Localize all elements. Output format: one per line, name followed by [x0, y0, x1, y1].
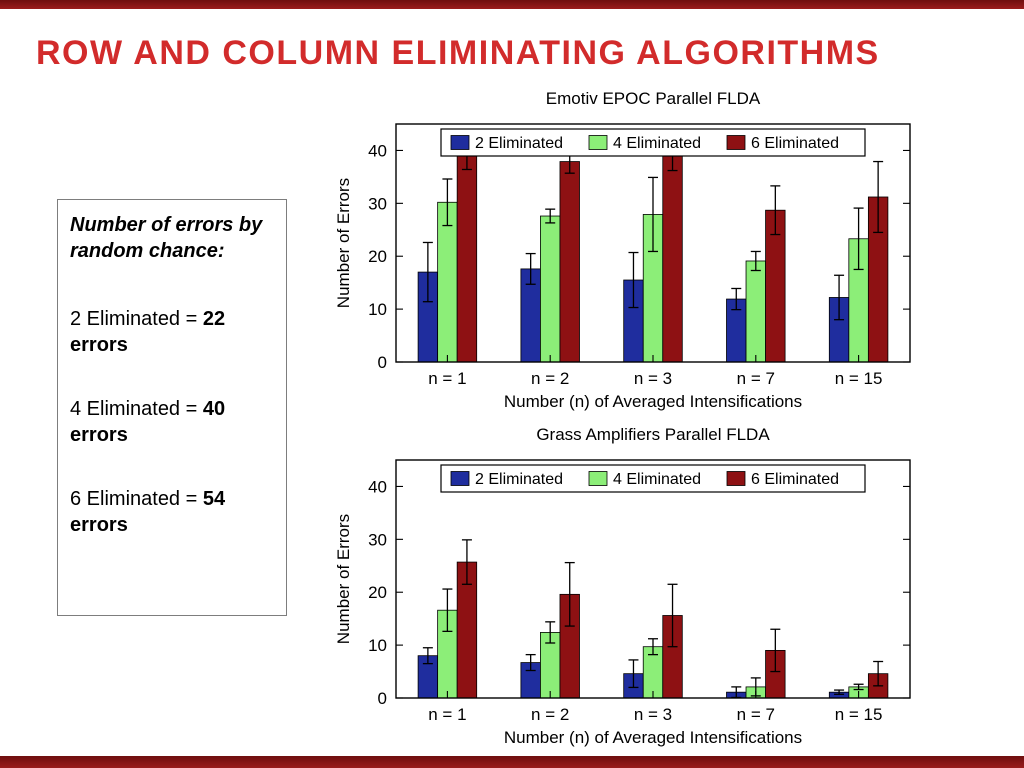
y-tick-label: 40: [368, 141, 387, 160]
legend-label: 6 Eliminated: [751, 135, 839, 152]
bar-6-eliminated-n=2: [559, 161, 580, 362]
x-axis-label: Number (n) of Averaged Intensifications: [504, 728, 802, 747]
x-tick-label: n = 2: [531, 705, 569, 724]
x-axis-label: Number (n) of Averaged Intensifications: [504, 392, 802, 411]
legend-swatch: [450, 471, 470, 486]
y-tick-label: 0: [378, 353, 387, 372]
x-tick-label: n = 15: [835, 705, 883, 724]
legend-label: 2 Eliminated: [475, 135, 563, 152]
y-tick-label: 30: [368, 530, 387, 549]
info-line-6-eliminated: 6 Eliminated = 54 errors: [70, 486, 274, 538]
info-line-prefix: 4 Eliminated =: [70, 398, 203, 420]
bar-4-eliminated-n=7: [745, 260, 766, 362]
y-axis-label: Number of Errors: [334, 514, 353, 644]
bar-4-eliminated-n=2: [540, 215, 561, 362]
legend-swatch: [726, 135, 746, 150]
x-tick-label: n = 3: [634, 705, 672, 724]
legend-label: 4 Eliminated: [613, 135, 701, 152]
info-line-prefix: 2 Eliminated =: [70, 308, 203, 330]
y-tick-label: 10: [368, 300, 387, 319]
chart-title: Grass Amplifiers Parallel FLDA: [536, 425, 770, 444]
y-axis-label: Number of Errors: [334, 178, 353, 308]
y-tick-label: 0: [378, 689, 387, 708]
legend-box: [440, 464, 866, 493]
chart-title: Emotiv EPOC Parallel FLDA: [546, 89, 761, 108]
info-line-value: 54 errors: [70, 488, 226, 536]
legend-label: 4 Eliminated: [613, 471, 701, 488]
grass-amplifiers-bar-chart-svg: Grass Amplifiers Parallel FLDA 0 10 20 30 40 n…: [334, 425, 911, 747]
legend-swatch: [726, 471, 746, 486]
legend-swatch: [588, 135, 608, 150]
info-line-4-eliminated: 4 Eliminated = 40 errors: [70, 396, 274, 448]
info-box-heading: Number of errors by random chance:: [70, 214, 263, 262]
info-line-value: 22 errors: [70, 308, 226, 356]
x-tick-label: n = 2: [531, 369, 569, 388]
bar-6-eliminated-n=1: [456, 153, 478, 362]
chart-emotiv-epoc: Emotiv EPOC Parallel FLDA 0 10 20 30 40 n = 1 n…: [328, 84, 928, 414]
x-tick-label: n = 7: [737, 369, 775, 388]
y-tick-label: 10: [368, 636, 387, 655]
x-tick-label: n = 7: [737, 705, 775, 724]
legend-swatch: [450, 135, 470, 150]
y-tick-label: 20: [368, 247, 387, 266]
legend-label: 6 Eliminated: [751, 471, 839, 488]
slide-title: ROW AND COLUMN ELIMINATING ALGORITHMS: [36, 34, 880, 72]
info-line-2-eliminated: 2 Eliminated = 22 errors: [70, 306, 274, 358]
x-tick-label: n = 15: [835, 369, 883, 388]
bar-4-eliminated-n=1: [437, 201, 458, 362]
top-accent-strip: [0, 0, 1024, 9]
y-tick-label: 20: [368, 583, 387, 602]
legend-label: 2 Eliminated: [475, 471, 563, 488]
x-tick-label: n = 3: [634, 369, 672, 388]
x-tick-label: n = 1: [428, 705, 466, 724]
y-tick-label: 30: [368, 194, 387, 213]
bar-6-eliminated-n=3: [662, 154, 683, 362]
info-line-value: 40 errors: [70, 398, 226, 446]
legend-swatch: [588, 471, 608, 486]
random-chance-info-box: Number of errors by random chance: 2 Eli…: [57, 199, 287, 616]
chart-grass-amplifiers: Grass Amplifiers Parallel FLDA 0 10 20 30 40 n…: [328, 420, 928, 750]
y-tick-label: 40: [368, 477, 387, 496]
emotiv-epoc-bar-chart-svg: Emotiv EPOC Parallel FLDA 0 10 20 30 40 n = 1 n…: [334, 89, 911, 411]
info-line-prefix: 6 Eliminated =: [70, 488, 203, 510]
bottom-accent-strip: [0, 756, 1024, 768]
legend-box: [440, 128, 866, 157]
x-tick-label: n = 1: [428, 369, 466, 388]
